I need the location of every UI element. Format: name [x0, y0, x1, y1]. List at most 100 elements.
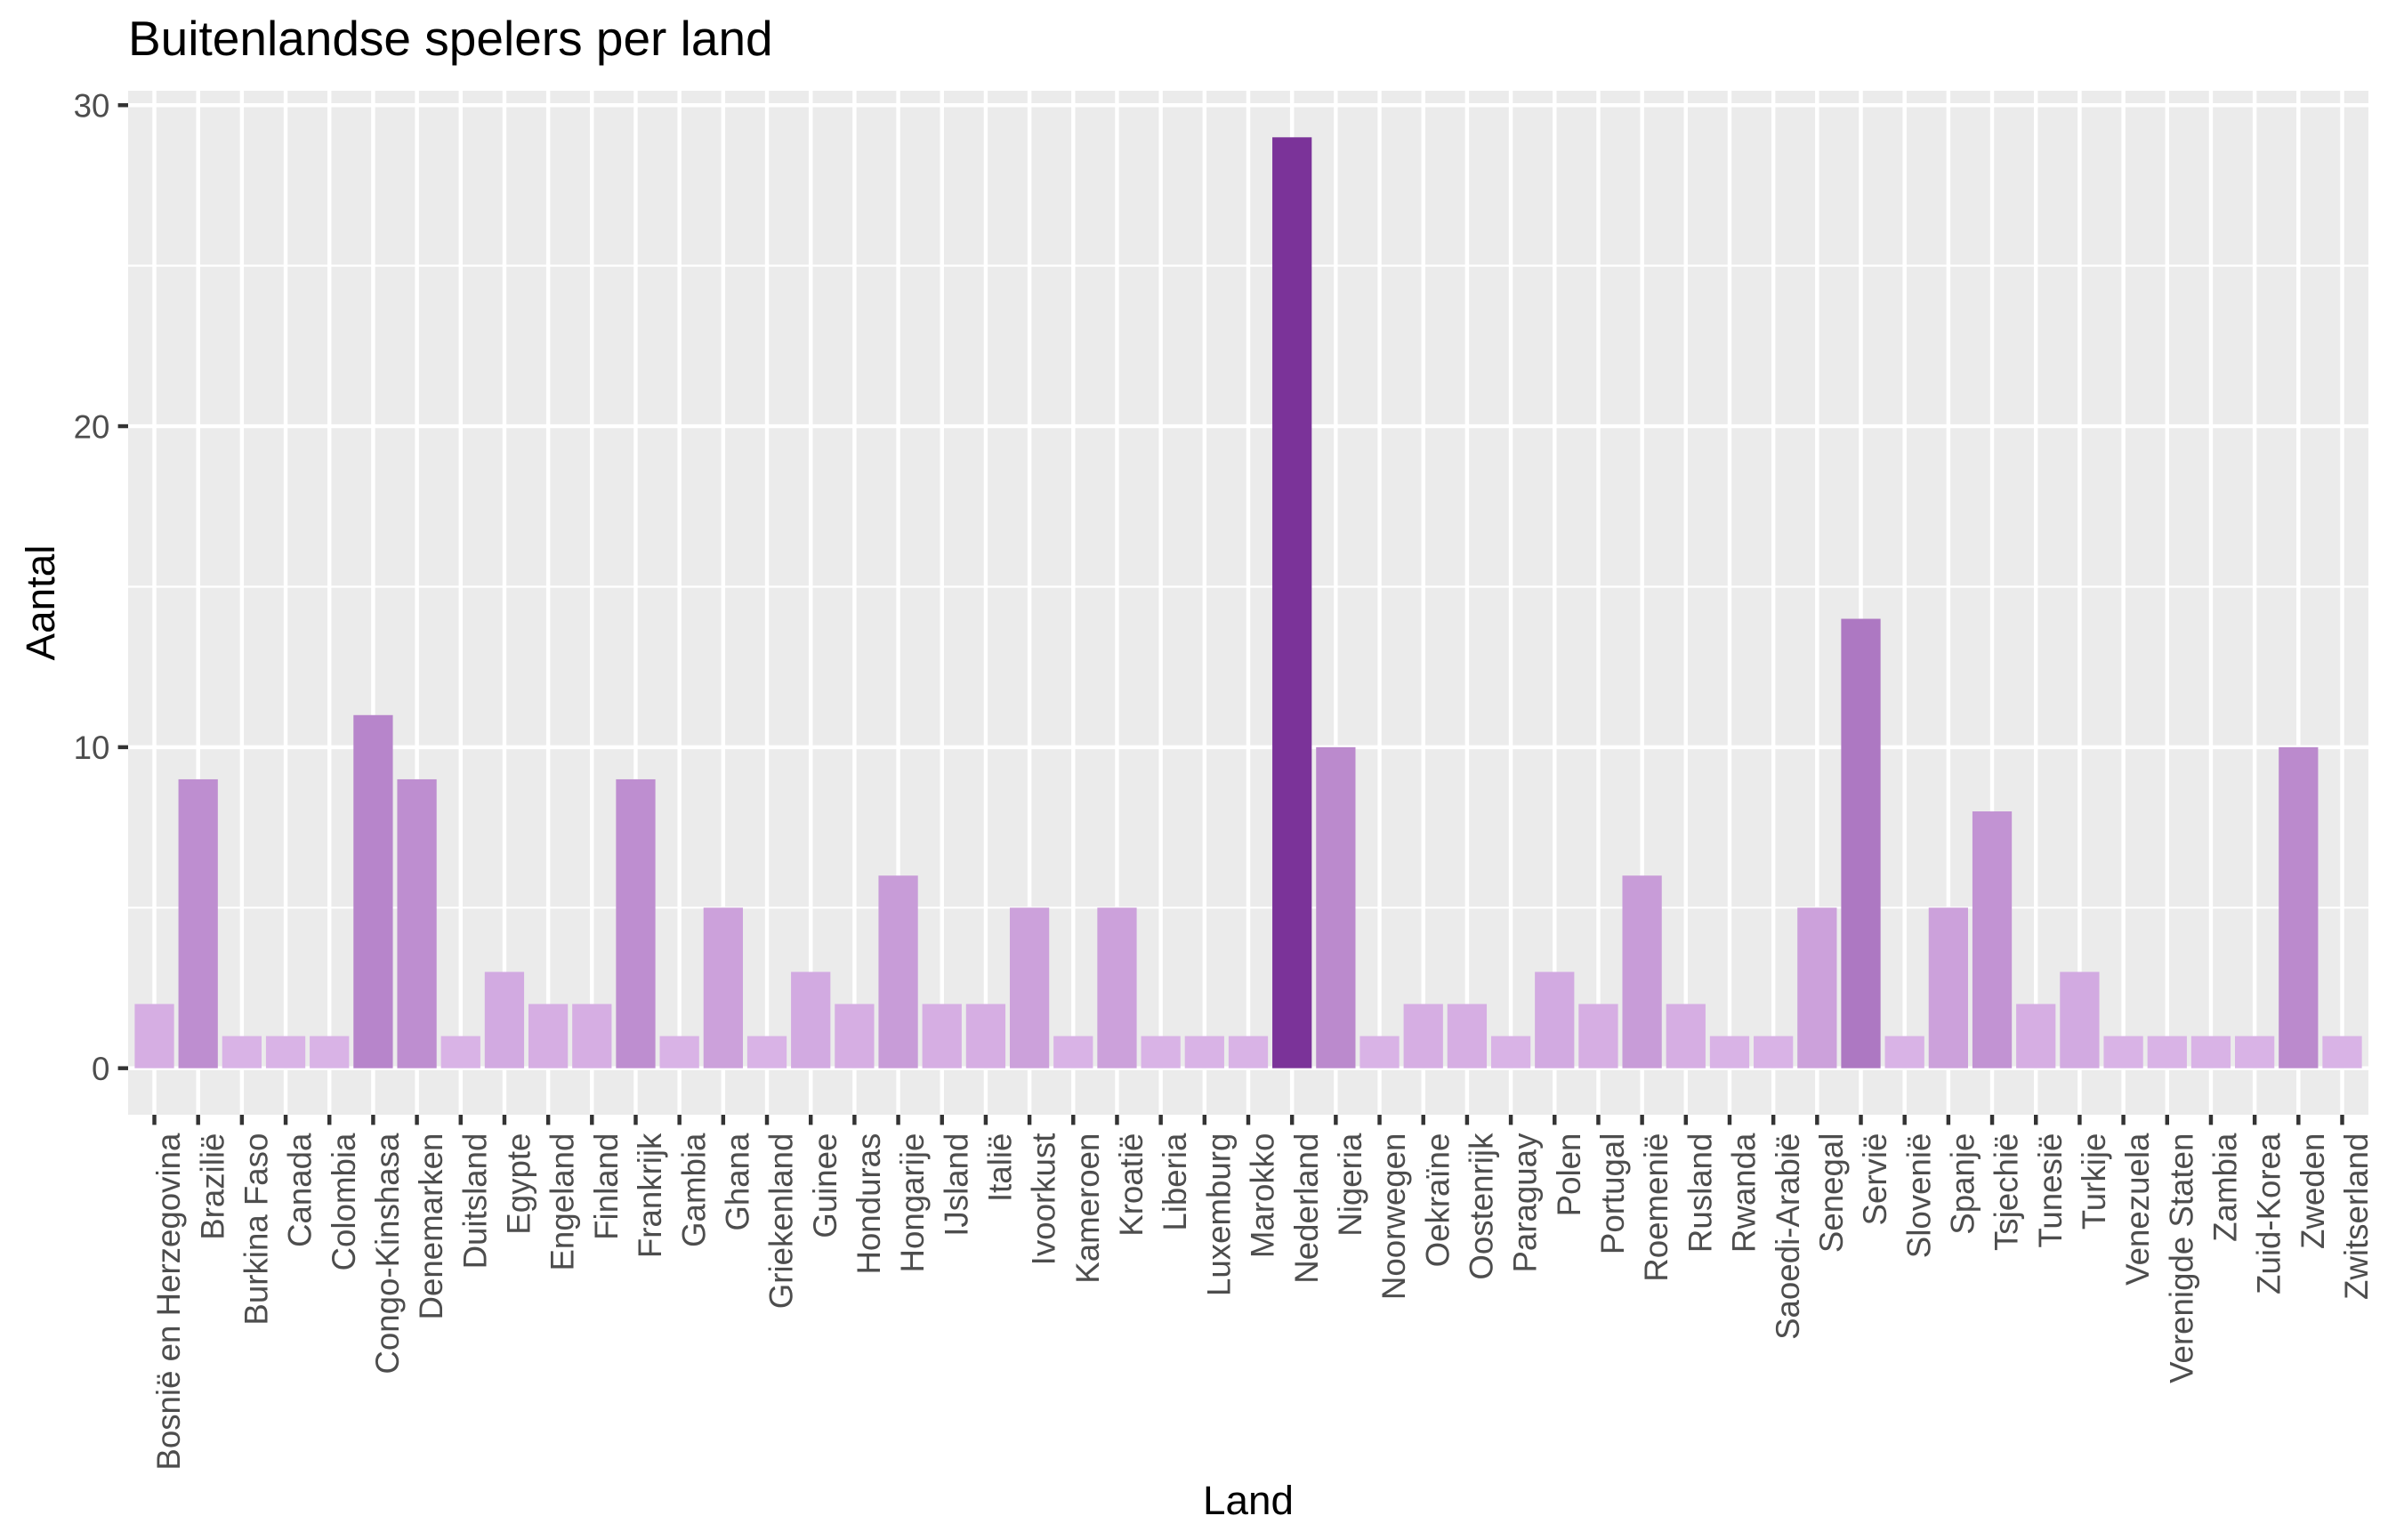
x-tick-label-verenigde-staten: Verenigde Staten: [2163, 1133, 2199, 1383]
x-tick-label-finland: Finland: [588, 1133, 625, 1240]
bar-polen: [1535, 972, 1575, 1068]
x-tick-label-canada: Canada: [282, 1133, 319, 1247]
x-tick-label-guinee: Guinee: [807, 1133, 843, 1238]
bar-zuid-korea: [2235, 1036, 2275, 1068]
x-tick-label-tsjechie: Tsjechië: [1989, 1133, 2025, 1251]
x-tick-label-rusland: Rusland: [1682, 1133, 1718, 1254]
x-tick-label-duitsland: Duitsland: [456, 1133, 493, 1270]
x-tick-label-burkina-faso: Burkina Faso: [238, 1133, 274, 1326]
x-tick-label-oostenrijk: Oostenrijk: [1464, 1133, 1500, 1280]
x-tick-label-colombia: Colombia: [326, 1133, 362, 1270]
x-tick-label-zwitserland: Zwitserland: [2338, 1133, 2375, 1300]
x-tick-label-frankrijk: Frankrijk: [632, 1133, 668, 1258]
x-tick-label-marokko: Marokko: [1245, 1133, 1281, 1259]
bar-tsjechie: [1972, 811, 2013, 1068]
x-axis-title: Land: [1203, 1478, 1294, 1523]
x-tick-label-liberia: Liberia: [1157, 1133, 1193, 1231]
bar-verenigde-staten: [2147, 1036, 2187, 1068]
y-tick-label: 10: [74, 730, 110, 766]
x-tick-label-ivoorkust: Ivoorkust: [1026, 1133, 1062, 1266]
x-axis: Bosnië en Herzegovina Brazilië Burkina Fas…: [150, 1115, 2375, 1471]
bar-nigeria: [1316, 746, 1356, 1068]
x-tick-label-luxemburg: Luxemburg: [1200, 1133, 1237, 1296]
bar-gambia: [659, 1036, 699, 1068]
x-tick-label-engeland: Engeland: [545, 1133, 581, 1271]
gridlines: [128, 91, 2368, 1115]
bar-burkina-faso: [222, 1036, 262, 1068]
bar-oostenrijk: [1447, 1004, 1488, 1068]
bar-senegal: [1797, 907, 1837, 1068]
x-tick-label-turkije: Turkije: [2076, 1133, 2112, 1230]
x-tick-label-gambia: Gambia: [675, 1133, 712, 1247]
x-tick-label-tunesie: Tunesië: [2032, 1133, 2069, 1248]
bar-zweden: [2279, 746, 2319, 1068]
bar-rwanda: [1709, 1036, 1750, 1068]
x-tick-label-kroatie: Kroatië: [1113, 1133, 1150, 1237]
bar-hongarije: [878, 875, 918, 1068]
x-tick-label-zweden: Zweden: [2295, 1133, 2331, 1249]
bar-tunesie: [2016, 1004, 2056, 1068]
x-tick-label-portugal: Portugal: [1594, 1133, 1631, 1255]
x-tick-label-zuid-korea: Zuid-Korea: [2251, 1133, 2287, 1294]
x-tick-label-roemenie: Roemenië: [1638, 1133, 1674, 1282]
x-tick-label-oekraine: Oekraïne: [1419, 1133, 1456, 1268]
x-tick-label-spanje: Spanje: [1944, 1133, 1981, 1235]
bar-griekenland: [746, 1036, 787, 1068]
bar-venezuela: [2103, 1036, 2143, 1068]
x-tick-label-congo-kinshasa: Congo-Kinshasa: [369, 1133, 406, 1375]
bar-servie: [1841, 618, 1881, 1068]
x-tick-label-senegal: Senegal: [1813, 1133, 1850, 1254]
bar-engeland: [528, 1004, 569, 1068]
x-tick-label-honduras: Honduras: [851, 1133, 887, 1275]
x-tick-label-ijsland: IJsland: [938, 1133, 974, 1237]
bar-colombia: [310, 1036, 350, 1068]
bar-ijsland: [922, 1004, 962, 1068]
x-tick-label-servie: Servië: [1857, 1133, 1893, 1226]
bar-zwitserland: [2322, 1036, 2362, 1068]
bar-slovenie: [1884, 1036, 1924, 1068]
bar-egypte: [484, 972, 525, 1068]
bar-kameroen: [1053, 1036, 1093, 1068]
chart-title: Buitenlandse spelers per land: [128, 11, 773, 66]
x-tick-label-hongarije: Hongarije: [894, 1133, 931, 1273]
bar-duitsland: [440, 1036, 480, 1068]
bar-italie: [965, 1004, 1006, 1068]
bar-oekraine: [1403, 1004, 1443, 1068]
x-tick-label-slovenie: Slovenië: [1900, 1133, 1937, 1259]
x-tick-label-polen: Polen: [1551, 1133, 1587, 1217]
x-tick-label-zambia: Zambia: [2207, 1133, 2244, 1242]
bar-kroatie: [1097, 907, 1137, 1068]
x-tick-label-saoedi-arabie: Saoedi-Arabië: [1770, 1133, 1806, 1340]
y-tick-label: 0: [92, 1051, 109, 1087]
x-tick-label-venezuela: Venezuela: [2119, 1133, 2156, 1286]
x-tick-label-italie: Italië: [982, 1133, 1019, 1202]
bar-nederland: [1272, 137, 1312, 1068]
bar-canada: [265, 1036, 306, 1068]
bar-paraguay: [1490, 1036, 1531, 1068]
y-tick-label: 30: [74, 87, 110, 124]
x-tick-label-egypte: Egypte: [501, 1133, 537, 1235]
bar-spanje: [1928, 907, 1968, 1068]
x-tick-label-ghana: Ghana: [719, 1133, 755, 1231]
x-tick-label-brazilie: Brazilië: [194, 1133, 230, 1240]
bar-saoedi-arabie: [1754, 1036, 1794, 1068]
bar-roemenie: [1622, 875, 1662, 1068]
x-tick-label-noorwegen: Noorwegen: [1376, 1133, 1412, 1300]
bar-brazilie: [178, 778, 218, 1068]
bar-portugal: [1578, 1004, 1618, 1068]
bar-zambia: [2190, 1036, 2231, 1068]
y-axis-title: Aantal: [18, 545, 63, 661]
bar-ghana: [703, 907, 743, 1068]
bar-luxemburg: [1184, 1036, 1224, 1068]
bar-turkije: [2060, 972, 2100, 1068]
bar-denemarken: [397, 778, 437, 1068]
x-tick-label-griekenland: Griekenland: [763, 1133, 800, 1310]
bar-congo-kinshasa: [353, 714, 393, 1068]
bar-marokko: [1228, 1036, 1269, 1068]
bar-guinee: [791, 972, 831, 1068]
y-axis: 0 10 20 30: [74, 87, 128, 1087]
bar-honduras: [835, 1004, 875, 1068]
x-tick-label-nederland: Nederland: [1288, 1133, 1325, 1284]
bar-liberia: [1141, 1036, 1181, 1068]
y-tick-label: 20: [74, 408, 110, 445]
